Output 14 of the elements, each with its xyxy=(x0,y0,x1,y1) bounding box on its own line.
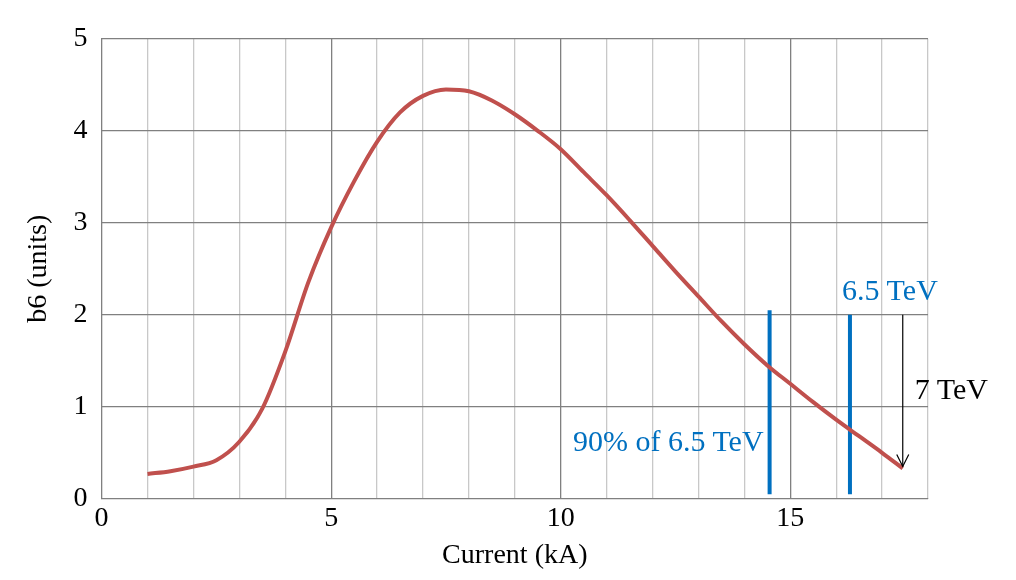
x-tick-label: 10 xyxy=(546,500,575,532)
y-tick-label: 4 xyxy=(73,113,88,145)
y-tick-label: 5 xyxy=(73,21,88,53)
x-tick-label: 15 xyxy=(776,500,805,532)
x-tick-label: 5 xyxy=(324,500,339,532)
y-tick-label: 3 xyxy=(73,205,88,237)
y-tick-label: 2 xyxy=(73,297,88,329)
annotation: 7 TeV xyxy=(914,372,989,406)
x-axis-title: Current (kA) xyxy=(442,537,588,569)
annotation: 6.5 TeV xyxy=(842,272,939,306)
y-tick-label: 1 xyxy=(73,389,88,421)
annotation: 90% of 6.5 TeV xyxy=(572,424,764,458)
x-tick-label: 0 xyxy=(94,500,109,532)
y-axis-title: b6 (units) xyxy=(21,214,53,323)
